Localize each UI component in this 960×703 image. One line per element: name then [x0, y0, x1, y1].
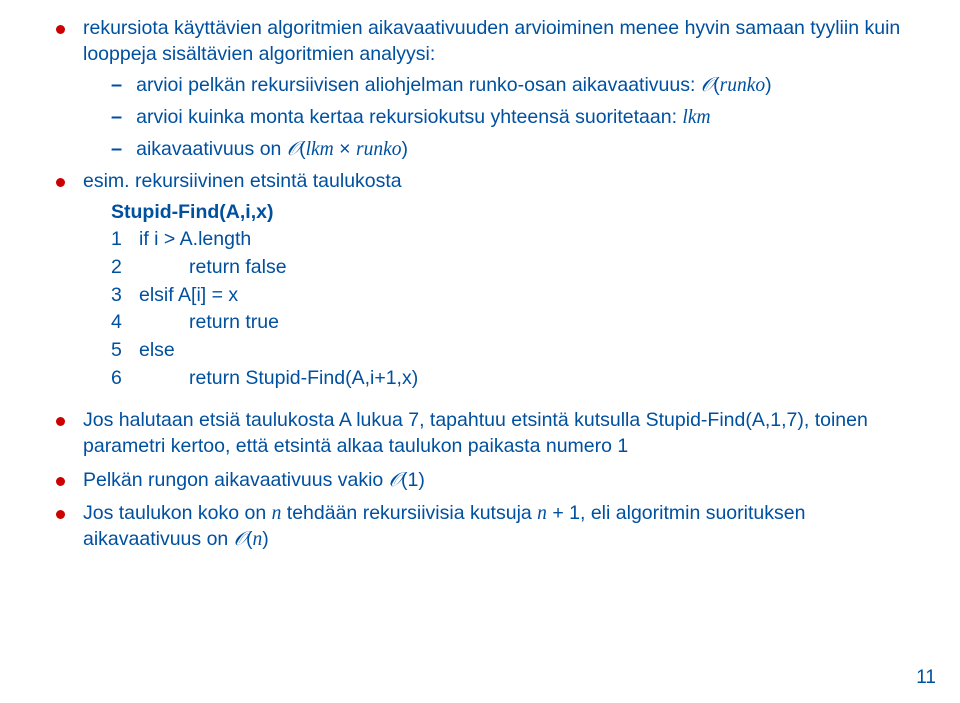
code-line-number: 4	[111, 309, 139, 337]
code-block: Stupid-Find(A,i,x) 1if i > A.length2retu…	[111, 200, 926, 392]
dash-icon: –	[111, 137, 122, 161]
code-line-body: return false	[139, 254, 287, 282]
bullet-1-sub-3: – aikavaativuus on 𝒪(lkm × runko)	[111, 137, 926, 163]
math-inline: )	[262, 528, 269, 550]
math-inline: n	[537, 503, 547, 524]
math-inline: lkm	[682, 107, 710, 128]
math-inline: lkm	[306, 139, 334, 160]
code-line: 1if i > A.length	[111, 226, 926, 254]
math-inline: + 1	[547, 502, 580, 524]
math-inline: runko	[720, 75, 766, 96]
math-inline: 𝒪	[287, 139, 299, 160]
bullet-1-text: rekursiota käyttävien algoritmien aikava…	[83, 17, 900, 65]
bullet-5-text-a: Jos taulukon koko on	[83, 502, 272, 524]
math-inline: ×	[334, 138, 356, 160]
bullet-4-text: Pelkän rungon aikavaativuus vakio	[83, 469, 389, 491]
code-line-body: return true	[139, 309, 279, 337]
code-line-number: 3	[111, 282, 139, 310]
math-inline: 𝒪	[234, 529, 246, 550]
math-inline: 𝒪	[389, 470, 401, 491]
code-line: 3elsif A[i] = x	[111, 282, 926, 310]
code-line-number: 5	[111, 337, 139, 365]
bullet-4: Pelkän rungon aikavaativuus vakio 𝒪(1)	[56, 468, 926, 494]
code-line: 2return false	[111, 254, 926, 282]
code-line: 6return Stupid-Find(A,i+1,x)	[111, 365, 926, 393]
bullet-1: rekursiota käyttävien algoritmien aikava…	[56, 16, 926, 163]
bullet-dot-icon	[56, 510, 65, 519]
page-number: 11	[916, 667, 936, 689]
bullet-1-sub-2: – arvioi kuinka monta kertaa rekursiokut…	[111, 105, 926, 131]
sub-text: arvioi pelkän rekursiivisen aliohjelman …	[136, 74, 701, 96]
code-line: 5else	[111, 337, 926, 365]
bullet-5: Jos taulukon koko on n tehdään rekursiiv…	[56, 501, 926, 552]
bullet-dot-icon	[56, 477, 65, 486]
code-line-body: else	[139, 337, 175, 365]
math-inline: 𝒪	[701, 75, 713, 96]
math-inline: (1)	[401, 469, 425, 491]
code-line-body: if i > A.length	[139, 226, 251, 254]
code-line: 4return true	[111, 309, 926, 337]
dash-icon: –	[111, 73, 122, 97]
math-inline: )	[765, 74, 772, 96]
bullet-2: esim. rekursiivinen etsintä taulukosta S…	[56, 169, 926, 403]
dash-icon: –	[111, 105, 122, 129]
bullet-3: Jos halutaan etsiä taulukosta A lukua 7,…	[56, 408, 926, 459]
bullet-2-text: esim. rekursiivinen etsintä taulukosta	[83, 170, 402, 192]
bullet-dot-icon	[56, 417, 65, 426]
code-title: Stupid-Find(A,i,x)	[111, 200, 926, 226]
code-line-number: 2	[111, 254, 139, 282]
sub-text: arvioi kuinka monta kertaa rekursiokutsu…	[136, 106, 682, 128]
code-line-body: return Stupid-Find(A,i+1,x)	[139, 365, 418, 393]
bullet-5-text-b: tehdään rekursiivisia kutsuja	[281, 502, 537, 524]
bullet-3-text: Jos halutaan etsiä taulukosta A lukua 7,…	[83, 409, 868, 457]
bullet-1-sub-1: – arvioi pelkän rekursiivisen aliohjelma…	[111, 73, 926, 99]
code-line-body: elsif A[i] = x	[139, 282, 238, 310]
bullet-dot-icon	[56, 178, 65, 187]
sub-text: aikavaativuus on	[136, 138, 287, 160]
code-line-number: 6	[111, 365, 139, 393]
math-inline: n	[272, 503, 282, 524]
bullet-dot-icon	[56, 25, 65, 34]
code-line-number: 1	[111, 226, 139, 254]
math-inline: runko	[356, 139, 402, 160]
math-inline: )	[402, 138, 409, 160]
math-inline: n	[252, 529, 262, 550]
